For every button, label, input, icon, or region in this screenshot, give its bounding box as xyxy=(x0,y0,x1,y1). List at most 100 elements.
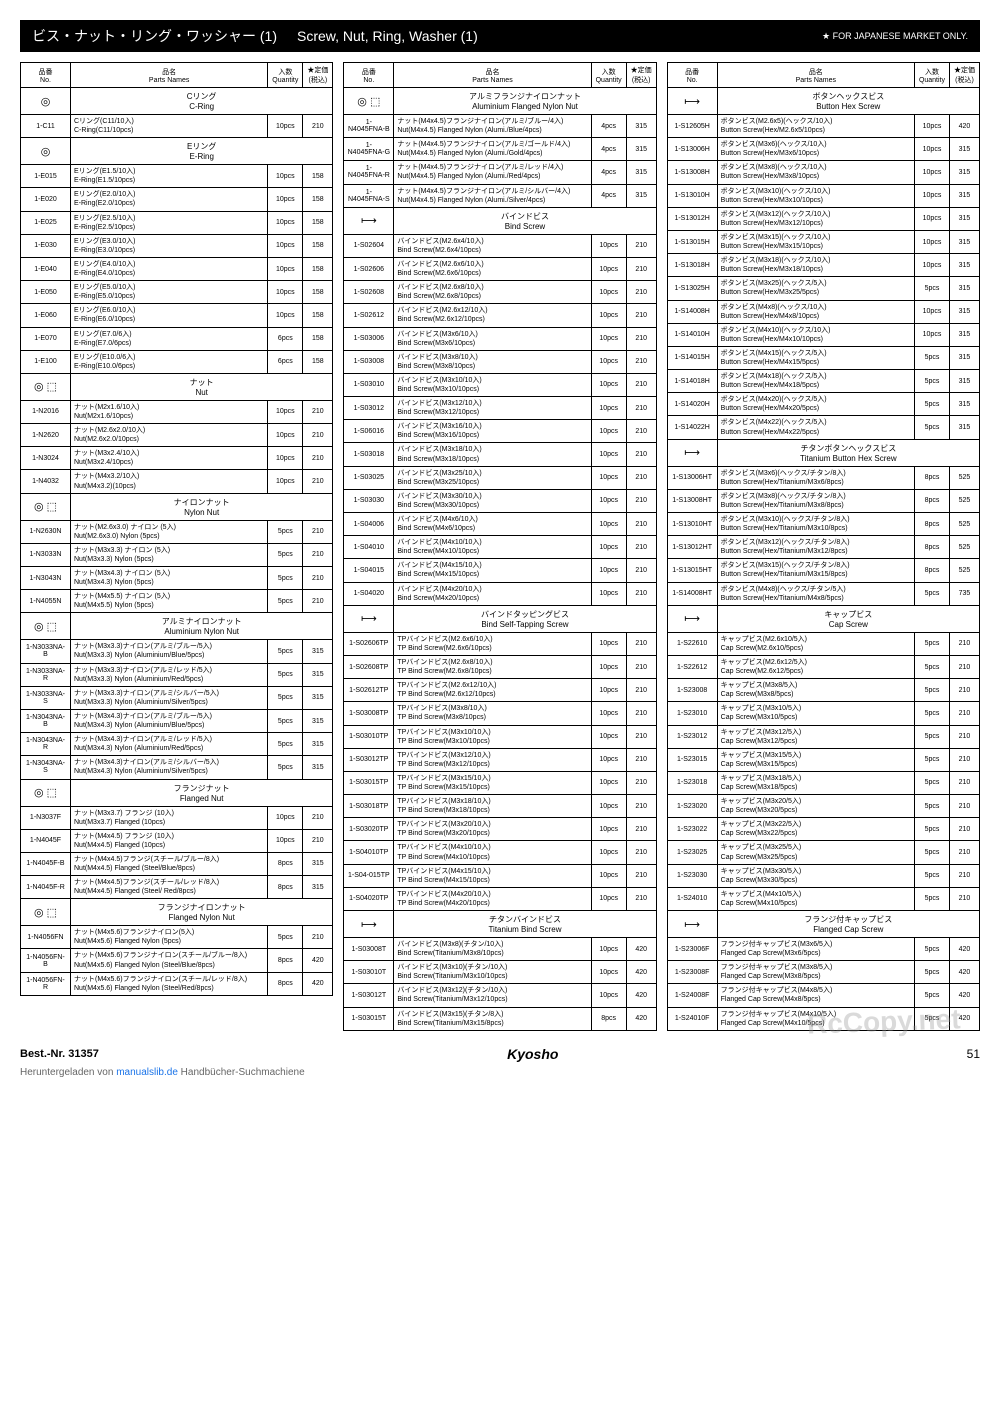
part-name: ボタンビス(M3x8)(ヘックス/10入)Button Screw(Hex/M3… xyxy=(717,161,914,184)
table-row: 1-S04010TP TPバインドビス(M4x10/10入)TP Bind Sc… xyxy=(344,841,656,864)
part-qty: 10pcs xyxy=(591,864,626,887)
part-name: ナット(M4x5.6)フランジナイロン(スチール/ブルー/8入)Nut(M4x5… xyxy=(71,949,268,972)
table-row: 1-S14015H ボタンビス(M4x15)(ヘックス/5入)Button Sc… xyxy=(667,346,979,369)
part-price: 210 xyxy=(303,470,333,493)
part-price: 210 xyxy=(626,864,656,887)
part-qty: 8pcs xyxy=(268,972,303,995)
part-no: 1-S22612 xyxy=(667,655,717,678)
part-price: 315 xyxy=(626,161,656,184)
part-qty: 10pcs xyxy=(591,327,626,350)
table-row: 1-N3037F ナット(M3x3.7) フランジ (10入)Nut(M3x3.… xyxy=(21,806,333,829)
part-qty: 5pcs xyxy=(914,655,949,678)
part-no: 1-S03025 xyxy=(344,466,394,489)
part-name: ボタンビス(M4x8)(ヘックス/チタン/5入)Button Screw(Hex… xyxy=(717,582,914,605)
header-title-en: Screw, Nut, Ring, Washer (1) xyxy=(297,28,478,44)
table-row: 1-S23010 キャップビス(M3x10/5入)Cap Screw(M3x10… xyxy=(667,702,979,725)
part-price: 210 xyxy=(949,702,979,725)
part-qty: 5pcs xyxy=(268,709,303,732)
part-qty: 10pcs xyxy=(591,632,626,655)
part-name: ナット(M4x4.5) フランジ (10入)Nut(M4x4.5) Flange… xyxy=(71,829,268,852)
part-name: ナット(M3x3.7) フランジ (10入)Nut(M3x3.7) Flange… xyxy=(71,806,268,829)
part-price: 315 xyxy=(949,370,979,393)
table-row: 1-N4032 ナット(M4x3.2/10入)Nut(M4x3.2)(10pcs… xyxy=(21,470,333,493)
table-row: 1-S23025 キャップビス(M3x25/5入)Cap Screw(M3x25… xyxy=(667,841,979,864)
part-no: 1-S14008HT xyxy=(667,582,717,605)
table-row: 1-N2620 ナット(M2.6x2.0/10入)Nut(M2.6x2.0/10… xyxy=(21,424,333,447)
part-no: 1-S02608 xyxy=(344,281,394,304)
part-no: 1-S12605H xyxy=(667,115,717,138)
part-price: 210 xyxy=(626,632,656,655)
part-name: バインドビス(M3x16/10入)Bind Screw(M3x16/10pcs) xyxy=(394,420,591,443)
part-name: バインドビス(M4x15/10入)Bind Screw(M4x15/10pcs) xyxy=(394,559,591,582)
part-qty: 10pcs xyxy=(591,559,626,582)
part-qty: 10pcs xyxy=(268,400,303,423)
part-qty: 10pcs xyxy=(591,373,626,396)
section-icon-cell: ◎ ⬚ xyxy=(21,613,71,640)
table-row: 1-S03025 バインドビス(M3x25/10入)Bind Screw(M3x… xyxy=(344,466,656,489)
table-row: 1-S03015TP TPバインドビス(M3x15/10入)TP Bind Sc… xyxy=(344,771,656,794)
table-row: 1-N2630N ナット(M2.6x3.0) ナイロン (5入)Nut(M2.6… xyxy=(21,520,333,543)
section-row: ⟼ フランジ付キャップビスFlanged Cap Screw xyxy=(667,911,979,938)
table-row: 1-S13018H ボタンビス(M3x18)(ヘックス/10入)Button S… xyxy=(667,254,979,277)
section-label: ナイロンナットNylon Nut xyxy=(71,493,333,520)
part-name: ナット(M4x5.5) ナイロン (5入)Nut(M4x5.5) Nylon (… xyxy=(71,590,268,613)
th-price: ★定価(税込) xyxy=(949,63,979,88)
part-price: 525 xyxy=(949,559,979,582)
section-icon: ⟼ xyxy=(684,919,700,931)
section-row: ⟼ チタンボタンヘックスビスTitanium Button Hex Screw xyxy=(667,439,979,466)
part-price: 315 xyxy=(303,756,333,779)
part-no: 1-N4032 xyxy=(21,470,71,493)
part-name: Eリング(E3.0/10入)E-Ring(E3.0/10pcs) xyxy=(71,234,268,257)
part-price: 210 xyxy=(949,725,979,748)
table-row: 1-S23022 キャップビス(M3x22/5入)Cap Screw(M3x22… xyxy=(667,818,979,841)
part-no: 1-N4045FNA-G xyxy=(344,138,394,161)
column-1: 品番No. 品名Parts Names 入数Quantity ★定価(税込) ◎… xyxy=(20,62,333,1031)
part-qty: 10pcs xyxy=(591,397,626,420)
part-qty: 10pcs xyxy=(591,350,626,373)
part-name: キャップビス(M2.6x10/5入)Cap Screw(M2.6x10/5pcs… xyxy=(717,632,914,655)
part-no: 1-S03006 xyxy=(344,327,394,350)
part-no: 1-S04-015TP xyxy=(344,864,394,887)
part-no: 1-N4045F-R xyxy=(21,876,71,899)
part-price: 420 xyxy=(626,1007,656,1030)
part-qty: 5pcs xyxy=(268,520,303,543)
part-no: 1-S04010TP xyxy=(344,841,394,864)
table-row: 1-S13010HT ボタンビス(M3x10)(ヘックス/チタン/8入)Butt… xyxy=(667,513,979,536)
part-qty: 5pcs xyxy=(268,663,303,686)
part-name: TPバインドビス(M3x8/10入)TP Bind Screw(M3x8/10p… xyxy=(394,702,591,725)
section-label: フランジナットFlanged Nut xyxy=(71,779,333,806)
part-price: 210 xyxy=(949,887,979,910)
part-price: 158 xyxy=(303,281,333,304)
section-label: チタンボタンヘックスビスTitanium Button Hex Screw xyxy=(717,439,979,466)
part-no: 1-S24010F xyxy=(667,1007,717,1030)
part-no: 1-S04010 xyxy=(344,536,394,559)
section-row: ◎ ⬚ フランジナットFlanged Nut xyxy=(21,779,333,806)
part-no: 1-S13012H xyxy=(667,207,717,230)
section-label: ナットNut xyxy=(71,373,333,400)
part-qty: 10pcs xyxy=(591,841,626,864)
table-row: 1-N4045FNA-S ナット(M4x4.5)フランジナイロン(アルミ/シルバ… xyxy=(344,184,656,207)
part-qty: 5pcs xyxy=(914,416,949,439)
part-name: バインドビス(M2.6x4/10入)Bind Screw(M2.6x4/10pc… xyxy=(394,234,591,257)
download-link[interactable]: manualslib.de xyxy=(116,1067,178,1078)
table-row: 1-N3043NA-B ナット(M3x4.3)ナイロン(アルミ/ブルー/5入)N… xyxy=(21,709,333,732)
part-no: 1-E060 xyxy=(21,304,71,327)
part-price: 210 xyxy=(949,655,979,678)
part-name: ナット(M3x4.3)ナイロン(アルミ/シルバー/5入)Nut(M3x4.3) … xyxy=(71,756,268,779)
part-price: 420 xyxy=(303,972,333,995)
part-name: TPバインドビス(M4x20/10入)TP Bind Screw(M4x20/1… xyxy=(394,887,591,910)
part-name: ナット(M4x4.5)フランジナイロン(アルミ/レッド/4入)Nut(M4x4.… xyxy=(394,161,591,184)
part-no: 1-N3043N xyxy=(21,567,71,590)
part-name: Eリング(E1.5/10入)E-Ring(E1.5/10pcs) xyxy=(71,165,268,188)
part-name: TPバインドビス(M4x15/10入)TP Bind Screw(M4x15/1… xyxy=(394,864,591,887)
parts-table-1: 品番No. 品名Parts Names 入数Quantity ★定価(税込) ◎… xyxy=(20,62,333,996)
part-name: バインドビス(M3x12)(チタン/10入)Bind Screw(Titaniu… xyxy=(394,984,591,1007)
part-qty: 10pcs xyxy=(268,115,303,138)
table-row: 1-S13015HT ボタンビス(M3x15)(ヘックス/チタン/8入)Butt… xyxy=(667,559,979,582)
part-name: ボタンビス(M3x15)(ヘックス/チタン/8入)Button Screw(He… xyxy=(717,559,914,582)
footer-logo: Kyosho xyxy=(507,1046,558,1062)
part-no: 1-N3033N xyxy=(21,543,71,566)
part-qty: 8pcs xyxy=(268,852,303,875)
part-qty: 5pcs xyxy=(268,590,303,613)
part-no: 1-S13018H xyxy=(667,254,717,277)
